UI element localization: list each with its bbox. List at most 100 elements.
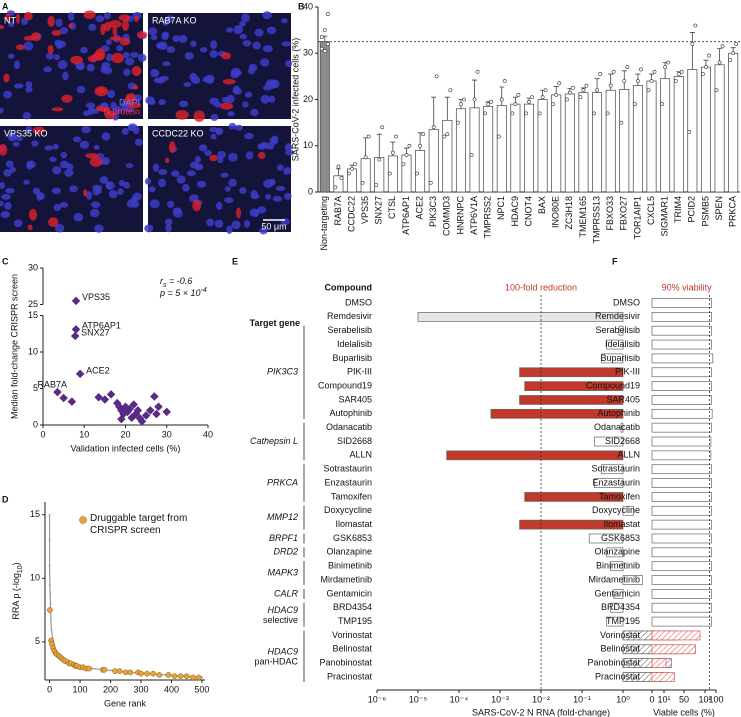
nucleus: [239, 187, 247, 194]
nucleus: [92, 187, 101, 196]
replicate-point: [445, 132, 450, 137]
druggable-point: [156, 672, 163, 678]
n-protein-signal: [222, 78, 236, 85]
category-label: PIK-III: [615, 367, 640, 377]
nucleus: [217, 150, 226, 159]
replicate-point: [486, 102, 491, 107]
category-label: PSMB5: [700, 196, 710, 227]
category-label: GSK6853: [333, 533, 372, 543]
nucleus: [275, 185, 286, 192]
x-tick-label: 500: [194, 684, 209, 694]
y-tick-label: 25: [28, 299, 38, 309]
nucleus: [73, 212, 84, 222]
group-label: BRPF1: [269, 533, 298, 543]
nucleus: [56, 43, 63, 49]
nucleus: [209, 97, 220, 106]
replicate-point: [731, 51, 736, 56]
category-label: Idelalisib: [337, 339, 372, 349]
nucleus: [284, 143, 292, 152]
annotation-part: -4: [201, 287, 207, 294]
micrograph-bg: [0, 126, 143, 232]
nucleus: [221, 96, 230, 103]
y-tick-label: 15: [28, 310, 38, 320]
category-label: ZC3H18: [564, 196, 574, 230]
replicate-point: [598, 72, 602, 76]
druggable-point: [196, 674, 202, 681]
x-tick-label: 10⁻⁴: [450, 694, 469, 704]
y-tick-label: 10: [28, 346, 38, 356]
nucleus: [159, 75, 169, 82]
druggable-point: [150, 670, 157, 677]
bar: [646, 80, 657, 193]
nucleus: [49, 156, 57, 162]
nucleus: [94, 224, 104, 233]
n-protein-signal: [3, 73, 10, 83]
replicate-point: [728, 58, 733, 63]
replicate-point: [459, 102, 463, 107]
nucleus: [224, 186, 231, 192]
replicate-point: [442, 134, 447, 139]
category-label: Binimetinib: [596, 561, 640, 571]
bar: [622, 575, 643, 585]
background-point: [109, 669, 112, 672]
nucleus: [31, 140, 39, 147]
nucleus: [210, 133, 217, 140]
replicate-point: [325, 12, 330, 16]
category-label: Ilomastat: [335, 519, 372, 529]
micrograph: [145, 11, 293, 122]
druggable-point: [47, 607, 53, 613]
y-tick-label: 5: [33, 383, 38, 393]
bar: [401, 154, 412, 193]
nucleus: [8, 131, 16, 141]
error-bar: [689, 32, 695, 70]
replicate-point: [638, 67, 643, 72]
category-label: BAX: [537, 196, 547, 214]
replicate-point: [387, 171, 392, 176]
replicate-point: [448, 88, 453, 93]
nucleus: [145, 96, 155, 105]
annotation: rs = -0.6: [160, 276, 192, 289]
category-label: Olanzapine: [326, 547, 372, 557]
replicate-point: [619, 120, 624, 125]
bar: [564, 93, 575, 193]
replicate-point: [415, 171, 420, 176]
nucleus: [13, 60, 20, 70]
bar: [606, 339, 624, 350]
nucleus: [166, 15, 175, 22]
nucleus: [88, 23, 97, 31]
n-protein-signal: [109, 36, 123, 41]
nucleus: [161, 32, 169, 41]
category-label: PIK-III: [347, 367, 372, 377]
category-label: TOR1AIP1: [632, 196, 642, 239]
category-label: Gentamicin: [326, 588, 372, 598]
replicate-point: [564, 97, 569, 102]
nucleus: [52, 166, 62, 175]
replicate-point: [499, 97, 504, 102]
n-protein-signal: [104, 110, 116, 120]
nucleus: [69, 185, 78, 193]
group-label: Cathepsin L: [250, 436, 298, 446]
bar: [524, 381, 624, 391]
n-protein-signal: [257, 151, 266, 160]
bar: [606, 616, 624, 627]
category-label: Remdesivir: [327, 311, 372, 321]
x-tick-label: 100: [708, 694, 723, 704]
nucleus: [85, 102, 96, 109]
nucleus: [25, 86, 33, 93]
point: [106, 390, 116, 399]
bar: [593, 436, 624, 447]
column-header: Target gene: [250, 318, 300, 328]
nucleus: [276, 164, 284, 171]
point-label: ACE2: [86, 365, 110, 375]
replicate-point: [663, 65, 668, 70]
nucleus: [83, 110, 90, 117]
replicate-point: [608, 83, 613, 88]
nucleus: [265, 194, 272, 200]
nucleus: [117, 188, 124, 196]
error-bar: [376, 133, 382, 158]
bar: [651, 505, 712, 516]
nucleus: [59, 201, 69, 208]
replicate-point: [633, 102, 637, 107]
y-axis-label: RRA p (-log10): [11, 562, 24, 619]
